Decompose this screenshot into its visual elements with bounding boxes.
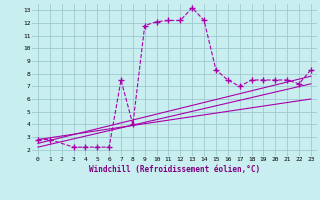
X-axis label: Windchill (Refroidissement éolien,°C): Windchill (Refroidissement éolien,°C)	[89, 165, 260, 174]
